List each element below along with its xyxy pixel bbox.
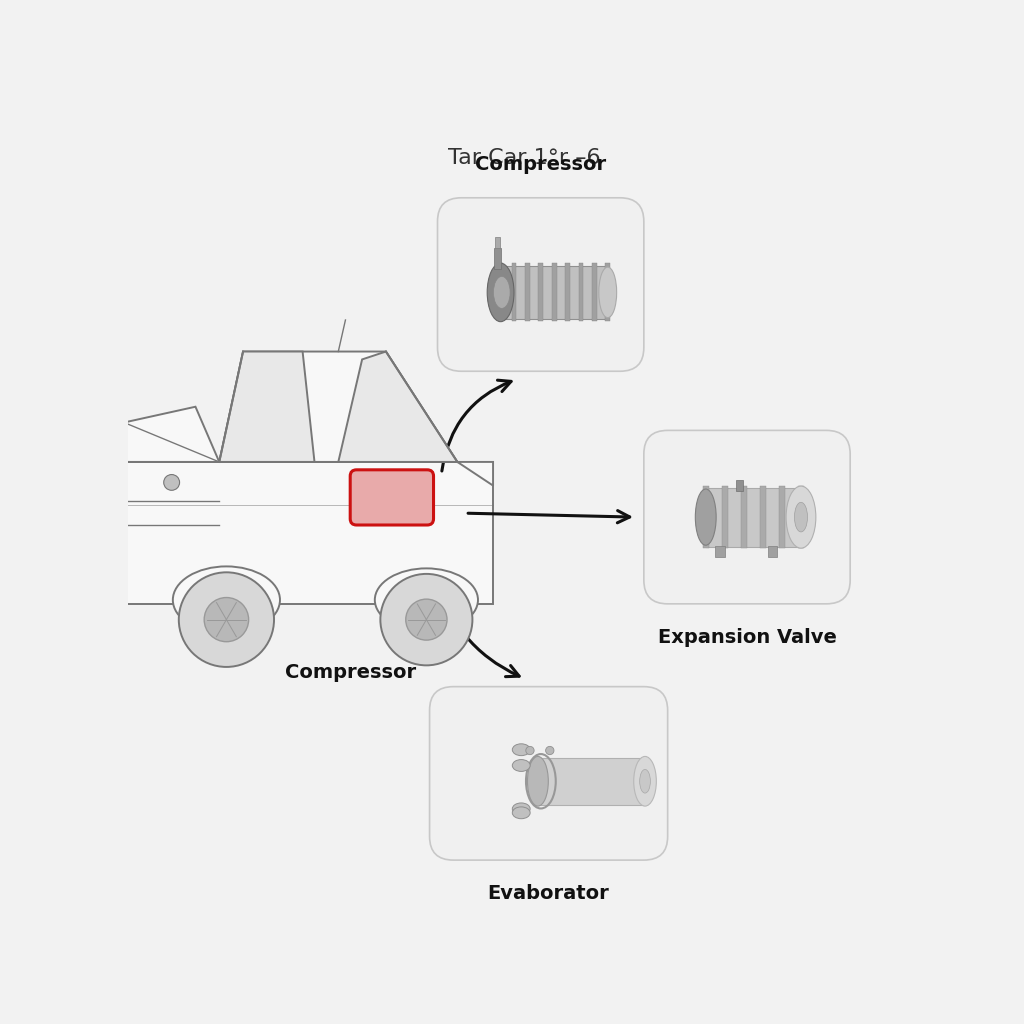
Bar xyxy=(768,546,777,557)
Polygon shape xyxy=(124,462,494,604)
Bar xyxy=(579,263,584,322)
Circle shape xyxy=(179,572,274,667)
Ellipse shape xyxy=(512,743,530,756)
FancyBboxPatch shape xyxy=(350,470,433,525)
Bar xyxy=(706,487,801,547)
FancyBboxPatch shape xyxy=(430,687,668,860)
Ellipse shape xyxy=(512,760,530,771)
Bar xyxy=(525,263,529,322)
Circle shape xyxy=(164,474,179,490)
Bar xyxy=(539,263,543,322)
Ellipse shape xyxy=(640,769,650,793)
Ellipse shape xyxy=(494,276,510,308)
Bar xyxy=(538,758,645,805)
Bar xyxy=(592,263,597,322)
Text: Expansion Valve: Expansion Valve xyxy=(657,628,837,646)
Polygon shape xyxy=(219,351,458,462)
Ellipse shape xyxy=(375,568,478,632)
Bar xyxy=(512,263,516,322)
Polygon shape xyxy=(219,351,314,462)
Polygon shape xyxy=(338,351,458,462)
Ellipse shape xyxy=(695,489,716,545)
Circle shape xyxy=(406,599,447,640)
Text: Compressor: Compressor xyxy=(285,663,416,682)
Ellipse shape xyxy=(634,757,656,806)
Ellipse shape xyxy=(512,807,530,819)
Bar xyxy=(552,263,557,322)
Ellipse shape xyxy=(487,263,514,322)
Bar xyxy=(605,263,610,322)
Text: Evaborator: Evaborator xyxy=(487,884,609,903)
Circle shape xyxy=(546,746,554,755)
Bar xyxy=(501,266,607,319)
Text: Compressor: Compressor xyxy=(475,155,606,174)
FancyBboxPatch shape xyxy=(644,430,850,604)
FancyBboxPatch shape xyxy=(437,198,644,372)
Ellipse shape xyxy=(512,803,530,815)
Bar xyxy=(735,480,742,490)
Polygon shape xyxy=(124,407,219,462)
Bar xyxy=(779,485,785,549)
Bar xyxy=(565,263,570,322)
Ellipse shape xyxy=(527,757,548,806)
Text: Tar Car 1°r –6: Tar Car 1°r –6 xyxy=(449,148,601,168)
Circle shape xyxy=(525,746,535,755)
Circle shape xyxy=(380,573,472,666)
Bar xyxy=(496,238,500,248)
Polygon shape xyxy=(458,462,494,485)
Circle shape xyxy=(204,598,249,642)
Bar xyxy=(715,546,725,557)
Bar xyxy=(722,485,728,549)
Bar xyxy=(760,485,766,549)
Ellipse shape xyxy=(599,267,616,317)
Ellipse shape xyxy=(786,486,816,548)
Bar xyxy=(740,485,746,549)
Bar xyxy=(798,485,804,549)
Bar xyxy=(499,263,503,322)
Bar xyxy=(494,248,501,268)
Ellipse shape xyxy=(173,566,280,634)
Bar xyxy=(702,485,709,549)
Ellipse shape xyxy=(795,503,808,531)
